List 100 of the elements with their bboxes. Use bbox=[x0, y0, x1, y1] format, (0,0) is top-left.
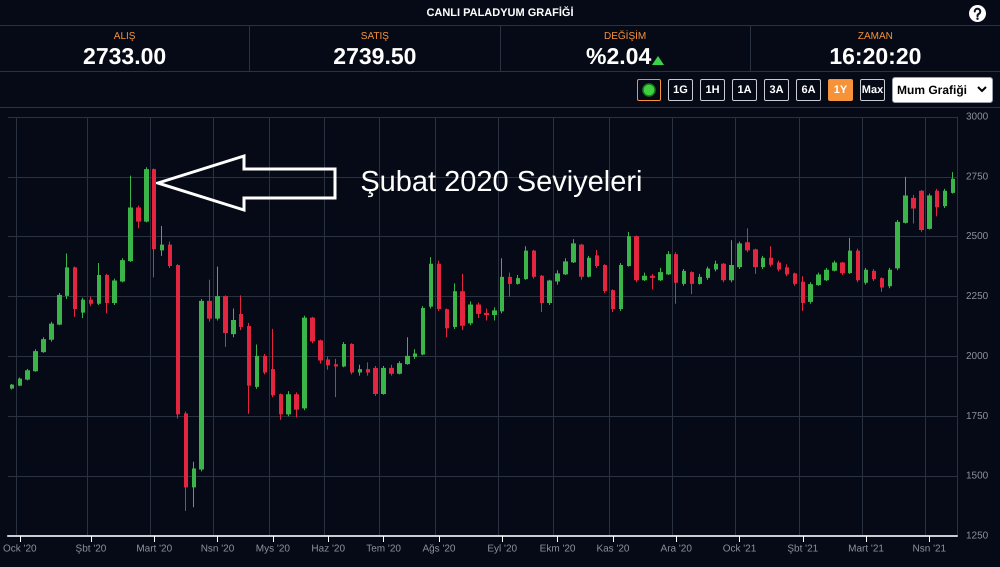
candlestick bbox=[437, 260, 441, 312]
x-tick-label: Şbt '21 bbox=[787, 544, 819, 554]
candlestick bbox=[310, 316, 315, 344]
candlestick bbox=[492, 306, 497, 322]
candlestick bbox=[880, 276, 884, 292]
candlestick bbox=[634, 235, 639, 283]
candlestick bbox=[547, 279, 552, 306]
candlestick bbox=[516, 274, 520, 286]
candlestick bbox=[864, 267, 868, 286]
text: SATIŞ bbox=[360, 31, 389, 43]
x-tick-label: Kas '20 bbox=[596, 544, 630, 554]
candlestick bbox=[405, 336, 410, 366]
candlestick bbox=[207, 279, 212, 322]
period-button: 1H bbox=[700, 78, 725, 100]
candlestick bbox=[81, 297, 85, 319]
annotation: Şubat 2020 Seviyeleri bbox=[360, 165, 642, 200]
candlestick bbox=[508, 272, 512, 298]
period-button: 3A bbox=[764, 78, 789, 100]
candlestick bbox=[627, 231, 631, 268]
candlestick bbox=[263, 354, 267, 375]
text: %2.04 bbox=[586, 43, 652, 69]
candlestick bbox=[698, 273, 702, 286]
candlestick bbox=[793, 272, 797, 286]
candlestick bbox=[563, 258, 568, 276]
candlestick bbox=[223, 294, 228, 348]
candlestick bbox=[334, 358, 338, 398]
candlestick bbox=[342, 342, 346, 368]
candlestick bbox=[872, 268, 876, 282]
candlestick bbox=[674, 252, 678, 304]
candlestick bbox=[239, 294, 243, 331]
candlestick bbox=[500, 258, 504, 314]
period-button: 1A bbox=[732, 78, 757, 100]
candlestick bbox=[524, 246, 528, 280]
x-tick-label: Mys '20 bbox=[256, 544, 290, 554]
candlestick bbox=[25, 368, 30, 381]
x-tick-label: Ağs '20 bbox=[422, 544, 456, 554]
x-tick-label: Mart '21 bbox=[848, 544, 884, 554]
candlestick bbox=[112, 278, 117, 306]
candlestick bbox=[453, 282, 457, 330]
candlestick bbox=[856, 248, 860, 283]
candlestick bbox=[255, 344, 259, 390]
candlestick bbox=[476, 302, 481, 319]
candlestick bbox=[619, 262, 623, 312]
candlestick bbox=[381, 366, 386, 396]
candlestick bbox=[729, 240, 734, 283]
candlestick bbox=[840, 261, 845, 276]
x-tick-label: Şbt '20 bbox=[76, 544, 107, 554]
dropdown: Mum Grafiği bbox=[892, 76, 993, 102]
candlestick bbox=[935, 188, 939, 217]
candlestick bbox=[128, 175, 133, 262]
candlestick bbox=[286, 390, 291, 417]
candlestick bbox=[373, 366, 378, 396]
x-tick-label: Ock '21 bbox=[722, 544, 757, 554]
candlestick bbox=[824, 267, 829, 282]
y-tick-label: 2750 bbox=[966, 171, 989, 182]
x-tick-label: Eyl '20 bbox=[487, 544, 518, 554]
x-tick-label: Haz '20 bbox=[311, 544, 346, 554]
period-button: Max bbox=[860, 78, 885, 100]
candlestick bbox=[943, 188, 947, 208]
candlestick bbox=[761, 255, 765, 270]
candlestick bbox=[745, 228, 750, 253]
candlestick bbox=[318, 339, 323, 364]
text: DEĞİŞİM bbox=[604, 31, 646, 43]
period-button: 6A bbox=[796, 78, 821, 100]
x-tick-label: Ekm '20 bbox=[540, 544, 576, 554]
candlestick bbox=[658, 267, 663, 282]
candlestick bbox=[184, 410, 188, 512]
candlestick bbox=[848, 237, 852, 274]
x-tick-label: Ock '20 bbox=[2, 544, 38, 554]
candlestick bbox=[302, 315, 307, 411]
candlestick bbox=[152, 168, 156, 278]
candlestick bbox=[951, 172, 955, 194]
candlestick bbox=[57, 292, 62, 326]
candlestick bbox=[413, 348, 417, 360]
text: ZAMAN bbox=[858, 31, 893, 43]
candlestick bbox=[919, 190, 924, 232]
candlestick bbox=[801, 276, 805, 312]
candlestick bbox=[666, 250, 671, 276]
candlestick bbox=[421, 306, 425, 356]
y-tick-label: 2000 bbox=[966, 350, 989, 362]
y-tick-label: 3000 bbox=[966, 112, 989, 122]
candlestick bbox=[460, 273, 465, 331]
candlestick bbox=[587, 255, 591, 278]
y-tick-label: 2500 bbox=[966, 231, 989, 242]
candlestick bbox=[808, 282, 813, 304]
candlestick bbox=[89, 296, 93, 307]
period-button: 1G bbox=[668, 78, 693, 100]
candlestick bbox=[753, 248, 758, 274]
candlestick bbox=[571, 238, 576, 264]
x-tick-label: Ara '20 bbox=[660, 544, 692, 554]
candlestick bbox=[777, 260, 781, 272]
text: 2739.50 bbox=[333, 43, 416, 69]
text: 2733.00 bbox=[83, 43, 166, 69]
candlestick bbox=[816, 272, 821, 286]
candlestick bbox=[555, 270, 560, 286]
candlestick bbox=[120, 258, 125, 283]
candlestick bbox=[97, 262, 101, 306]
y-tick-label: 1750 bbox=[966, 410, 989, 422]
candlestick bbox=[445, 308, 449, 338]
candlestick bbox=[33, 348, 38, 372]
